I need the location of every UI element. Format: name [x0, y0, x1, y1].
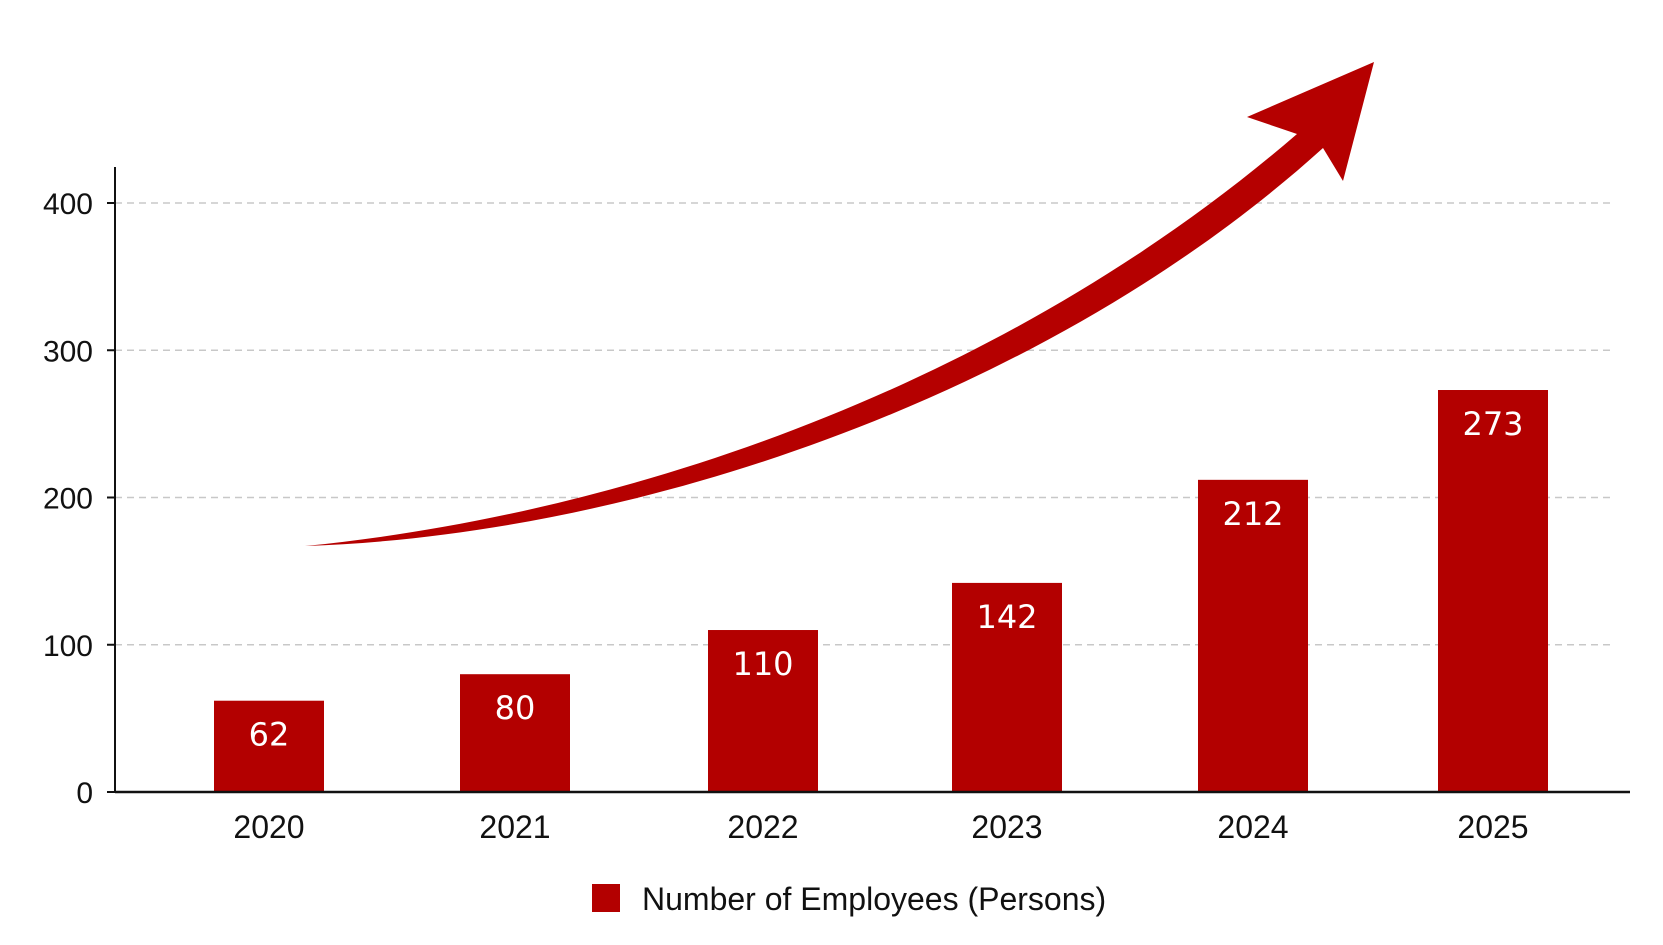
data-label: 142 [976, 598, 1037, 636]
y-tick-label: 0 [76, 777, 93, 810]
x-tick-label: 2020 [233, 809, 304, 845]
x-tick-label: 2025 [1457, 809, 1528, 845]
data-label: 273 [1462, 405, 1523, 443]
y-tick-labels: 0 100 200 300 400 [43, 188, 115, 810]
trend-arrow-layer [305, 62, 1374, 546]
data-label: 110 [732, 645, 793, 683]
x-tick-label: 2024 [1217, 809, 1288, 845]
data-label: 212 [1222, 495, 1283, 533]
x-tick-label: 2023 [971, 809, 1042, 845]
bar-2024 [1198, 479, 1308, 792]
bar-2020 [214, 700, 324, 792]
data-label: 80 [495, 689, 536, 727]
bar-2022 [708, 630, 818, 792]
x-tick-label: 2022 [727, 809, 798, 845]
legend-swatch [592, 884, 620, 912]
legend-label: Number of Employees (Persons) [642, 881, 1106, 917]
y-tick-label: 100 [43, 630, 93, 663]
bar-2025 [1438, 390, 1548, 792]
axes [114, 167, 1630, 794]
bar-2021 [460, 674, 570, 792]
legend: Number of Employees (Persons) [592, 881, 1106, 917]
y-tick-label: 200 [43, 483, 93, 516]
trend-arrow-icon [305, 62, 1374, 546]
data-label: 62 [249, 716, 290, 754]
y-tick-label: 300 [43, 335, 93, 368]
x-tick-labels: 2020 2021 2022 2023 2024 2025 [233, 809, 1528, 845]
gridlines [115, 202, 1615, 646]
bar-2023 [952, 582, 1062, 792]
y-tick-label: 400 [43, 188, 93, 221]
bars-group: 62 80 110 142 212 273 [214, 390, 1548, 792]
x-tick-label: 2021 [479, 809, 550, 845]
